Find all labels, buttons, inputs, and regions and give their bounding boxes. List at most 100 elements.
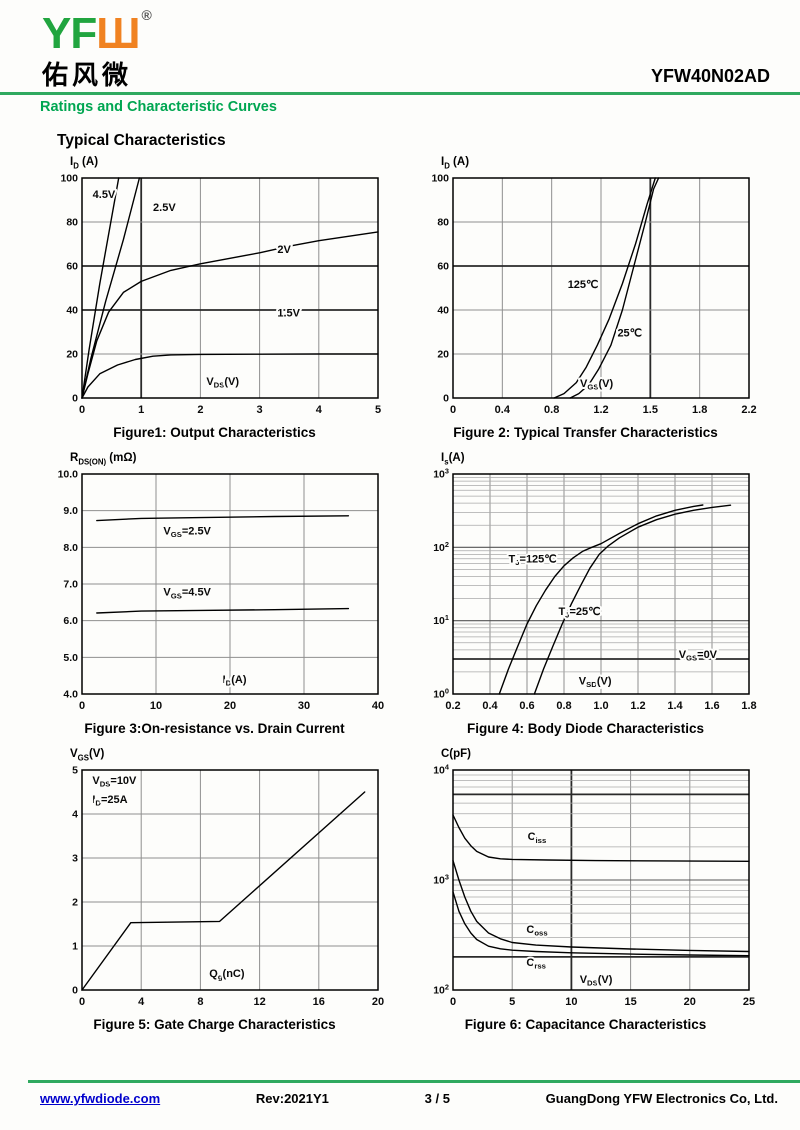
svg-text:12: 12	[253, 996, 265, 1008]
svg-text:1.8: 1.8	[741, 700, 756, 712]
figure-6-capacitance: C(pF) 0 5 10 15 20 25 102 103 104 Ciss Coss Crss VDS…	[413, 748, 758, 1032]
svg-text:16: 16	[313, 996, 325, 1008]
svg-text:102: 102	[433, 540, 449, 554]
part-number: YFW40N02AD	[650, 66, 770, 86]
curve-vgs-2v	[81, 231, 379, 399]
plot-label-v-ds-10v: VDS=10V	[92, 775, 137, 789]
svg-text:1: 1	[138, 404, 144, 416]
figure-4-caption: Figure 4: Body Diode Characteristics	[466, 721, 705, 736]
curve-vgs-4-5v	[96, 607, 350, 614]
svg-text:0.4: 0.4	[482, 700, 498, 712]
svg-text:10: 10	[565, 996, 577, 1008]
figure-3-y-axis-title: RDS(ON) (mΩ)	[70, 452, 137, 467]
plot-label-125-: 125℃	[568, 279, 599, 291]
logo-chinese-name: 佑风微	[42, 60, 133, 91]
svg-text:6.0: 6.0	[63, 615, 78, 627]
svg-text:0: 0	[72, 985, 78, 997]
plot-label-v-ds-v-: VDS(V)	[206, 376, 239, 390]
svg-text:4: 4	[72, 809, 78, 821]
figure-5-y-axis-title: VGS(V)	[70, 748, 105, 763]
svg-text:100: 100	[60, 173, 78, 185]
svg-text:1.2: 1.2	[593, 404, 608, 416]
plot-label-t-j-125-: TJ=125℃	[509, 554, 557, 568]
svg-text:8: 8	[197, 996, 203, 1008]
figure-1-caption: Figure1: Output Characteristics	[113, 425, 316, 440]
page-title: Typical Characteristics	[57, 132, 226, 149]
figure-1-y-axis-title: ID (A)	[70, 156, 99, 171]
svg-text:10: 10	[150, 700, 162, 712]
curve-gate-charge	[81, 791, 366, 991]
footer-divider	[28, 1080, 800, 1083]
svg-text:3: 3	[72, 853, 78, 865]
svg-text:0.8: 0.8	[544, 404, 559, 416]
figure-4-chart: 0.2 0.4 0.6 0.8 1.0 1.2 1.4 1.6 1.8 100 101 102 103 T…	[433, 468, 756, 712]
svg-text:1.0: 1.0	[593, 700, 608, 712]
svg-text:5: 5	[72, 765, 78, 777]
header-divider	[0, 92, 800, 95]
svg-text:80: 80	[66, 217, 78, 229]
characteristic-charts-grid: ID (A) 0 1 2 3 4 5 0 20 40 60 80 100 4.5V 2.5V 2V 1.5V V…	[42, 156, 758, 1032]
svg-text:2: 2	[197, 404, 203, 416]
page-indicator: 3 / 5	[424, 1091, 450, 1106]
figure-6-y-axis-title: C(pF)	[441, 748, 472, 760]
svg-text:4: 4	[316, 404, 323, 416]
plot-label-c-iss-: Ciss	[528, 831, 547, 845]
logo-text-orange: Ш	[96, 9, 140, 58]
plot-label-i-d-25a: ID=25A	[92, 794, 127, 808]
svg-text:103: 103	[433, 873, 449, 887]
svg-text:0.4: 0.4	[495, 404, 511, 416]
svg-text:102: 102	[433, 983, 449, 997]
figure-6-caption: Figure 6: Capacitance Characteristics	[464, 1017, 707, 1032]
svg-text:1.5: 1.5	[643, 404, 658, 416]
svg-text:80: 80	[437, 217, 449, 229]
svg-text:103: 103	[433, 468, 449, 481]
figure-5-gate-charge: VGS(V) 0 4 8 12 16 20 0 1 2 3 4 5 VDS=10V ID=25A Qg(nC…	[42, 748, 387, 1032]
section-title: Ratings and Characteristic Curves	[40, 99, 277, 115]
svg-text:3: 3	[257, 404, 263, 416]
figure-1-output-characteristics: ID (A) 0 1 2 3 4 5 0 20 40 60 80 100 4.5V 2.5V 2V 1.5V V…	[42, 156, 387, 440]
plot-label-c-rss-: Crss	[526, 957, 546, 971]
yfw-logo: YFШ ® 佑风微	[42, 8, 152, 92]
svg-text:0: 0	[443, 393, 449, 405]
svg-text:40: 40	[437, 305, 449, 317]
figure-3-caption: Figure 3:On-resistance vs. Drain Current	[84, 721, 345, 736]
svg-text:20: 20	[437, 349, 449, 361]
svg-text:100: 100	[431, 173, 449, 185]
svg-text:0: 0	[450, 404, 456, 416]
figure-2-chart: 0 0.4 0.8 1.2 1.5 1.8 2.2 0 20 40 60 80 100 125℃ 25℃ VG…	[431, 173, 756, 417]
svg-text:5: 5	[375, 404, 381, 416]
svg-text:4.0: 4.0	[63, 689, 78, 701]
website-link[interactable]: www.yfwdiode.com	[40, 1091, 161, 1106]
svg-text:100: 100	[433, 687, 449, 701]
figure-1-chart: 0 1 2 3 4 5 0 20 40 60 80 100 4.5V 2.5V 2V 1.5V VDS(V)	[60, 173, 381, 417]
svg-text:15: 15	[624, 996, 636, 1008]
svg-text:0.6: 0.6	[519, 700, 534, 712]
curve-125c	[553, 177, 657, 399]
figure-5-caption: Figure 5: Gate Charge Characteristics	[93, 1017, 336, 1032]
svg-text:0.2: 0.2	[445, 700, 460, 712]
figure-6-chart: 0 5 10 15 20 25 102 103 104 Ciss Coss Crss VDS(V)	[433, 764, 755, 1008]
figure-2-transfer-characteristics: ID (A) 0 0.4 0.8 1.2 1.5 1.8 2.2 0 20 40 60 80 100 12…	[413, 156, 758, 440]
svg-text:0: 0	[79, 996, 85, 1008]
svg-text:1.2: 1.2	[630, 700, 645, 712]
plot-label-q-g-nc-: Qg(nC)	[209, 968, 245, 982]
svg-text:8.0: 8.0	[63, 542, 78, 554]
svg-text:7.0: 7.0	[63, 579, 78, 591]
svg-text:40: 40	[372, 700, 384, 712]
svg-text:4: 4	[138, 996, 145, 1008]
figure-4-body-diode: Is(A) 0.2 0.4 0.6 0.8 1.0 1.2 1.4 1.6 1.8 100 101 1…	[413, 452, 758, 736]
svg-text:101: 101	[433, 613, 449, 627]
curve-25c	[569, 177, 660, 399]
svg-text:1.8: 1.8	[692, 404, 707, 416]
svg-text:2: 2	[72, 897, 78, 909]
logo-text-green: YF	[42, 9, 97, 58]
revision-label: Rev:2021Y1	[255, 1091, 329, 1106]
svg-text:25: 25	[743, 996, 755, 1008]
curve-tj-25c	[533, 504, 732, 695]
plot-label-v-gs-0v: VGS=0V	[679, 649, 718, 663]
svg-text:5.0: 5.0	[63, 652, 78, 664]
svg-text:0.8: 0.8	[556, 700, 571, 712]
plot-label-4-5v: 4.5V	[93, 189, 116, 201]
